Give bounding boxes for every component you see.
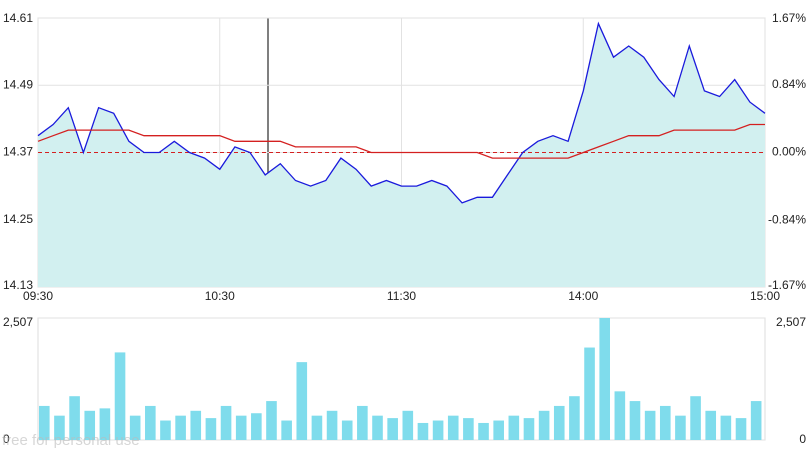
volume-bar bbox=[372, 415, 383, 440]
volume-bar bbox=[614, 391, 626, 440]
y2-tick-label: 1.67% bbox=[772, 11, 806, 25]
volume-bar bbox=[659, 405, 671, 440]
y2-tick-label: -1.67% bbox=[768, 278, 806, 292]
y2-tick-label: 2,507 bbox=[776, 315, 806, 329]
x-tick-label: 11:30 bbox=[387, 289, 416, 303]
x-tick-label: 14:00 bbox=[568, 289, 598, 303]
price-area bbox=[38, 23, 765, 287]
volume-bar bbox=[341, 420, 353, 440]
volume-bar bbox=[569, 396, 580, 440]
y-tick-label: 14.37 bbox=[3, 145, 33, 159]
x-tick-label: 15:00 bbox=[750, 289, 780, 303]
volume-bar bbox=[447, 415, 459, 440]
volume-bar bbox=[463, 418, 474, 440]
x-tick-label: 09:30 bbox=[23, 289, 53, 303]
y-tick-label: 0 bbox=[3, 432, 10, 446]
volume-bar bbox=[84, 410, 96, 440]
volume-bar bbox=[266, 401, 277, 440]
volume-bar bbox=[629, 401, 641, 440]
watermark: free for personal use bbox=[2, 432, 140, 449]
volume-bar bbox=[690, 396, 701, 440]
volume-bar bbox=[311, 415, 323, 440]
volume-bar bbox=[538, 410, 550, 440]
volume-bar bbox=[220, 405, 232, 440]
volume-bar bbox=[190, 410, 202, 440]
volume-bar bbox=[720, 415, 732, 440]
volume-bar bbox=[114, 352, 126, 440]
volume-bar bbox=[508, 415, 520, 440]
volume-bar bbox=[584, 347, 595, 440]
volume-bar bbox=[599, 318, 610, 440]
volume-bar bbox=[175, 415, 186, 440]
volume-bar bbox=[54, 415, 65, 440]
volume-bar bbox=[357, 405, 368, 440]
volume-bar bbox=[493, 420, 504, 440]
volume-bar bbox=[644, 410, 656, 440]
volume-bar bbox=[296, 362, 308, 440]
volume-bar bbox=[735, 418, 747, 440]
y-tick-label: 14.49 bbox=[3, 77, 33, 91]
volume-bar bbox=[251, 413, 262, 440]
volume-bar bbox=[145, 405, 156, 440]
y-tick-label: 14.25 bbox=[3, 212, 33, 226]
volume-bar bbox=[478, 422, 489, 440]
volume-bar bbox=[69, 396, 80, 440]
volume-bar bbox=[39, 405, 50, 440]
x-tick-label: 10:30 bbox=[205, 289, 235, 303]
y2-tick-label: 0 bbox=[799, 432, 806, 446]
volume-bar bbox=[129, 415, 141, 440]
y-tick-label: 14.61 bbox=[3, 11, 33, 25]
volume-bar bbox=[402, 410, 414, 440]
y-tick-label: 2,507 bbox=[3, 315, 33, 329]
y2-tick-label: -0.84% bbox=[768, 212, 806, 226]
volume-bar bbox=[281, 420, 292, 440]
y-tick-label: 14.13 bbox=[3, 278, 33, 292]
y2-tick-label: 0.00% bbox=[772, 145, 806, 159]
volume-bar bbox=[432, 420, 444, 440]
volume-bar bbox=[205, 418, 217, 440]
volume-bar bbox=[99, 408, 111, 440]
volume-bar bbox=[326, 410, 338, 440]
volume-bar bbox=[553, 405, 565, 440]
series-line bbox=[37, 123, 765, 159]
volume-bar bbox=[705, 410, 717, 440]
series-line bbox=[37, 21, 766, 204]
y2-tick-label: 0.84% bbox=[772, 77, 806, 91]
volume-bar bbox=[387, 418, 398, 440]
volume-bar bbox=[417, 422, 429, 440]
volume-bar bbox=[523, 418, 535, 440]
volume-bar bbox=[160, 420, 171, 440]
volume-bar bbox=[675, 415, 686, 440]
volume-bar bbox=[235, 415, 247, 440]
volume-bar bbox=[750, 401, 762, 440]
